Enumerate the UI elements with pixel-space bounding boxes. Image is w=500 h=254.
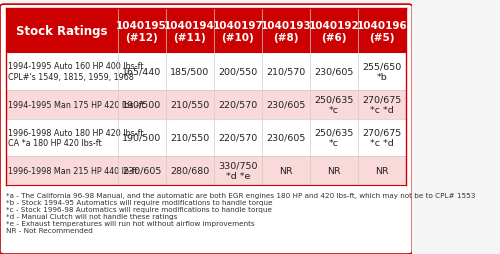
Text: *e - Exhaust temperatures will run hot without airflow improvements: *e - Exhaust temperatures will run hot w… [6, 220, 255, 226]
Text: 250/635
*c: 250/635 *c [314, 95, 354, 115]
Text: *b - Stock 1994-95 Automatics will require modifications to handle torque: *b - Stock 1994-95 Automatics will requi… [6, 199, 273, 205]
Text: 190/500: 190/500 [122, 100, 161, 109]
Text: NR: NR [327, 166, 341, 175]
Text: 250/635
*c: 250/635 *c [314, 128, 354, 148]
Text: 210/570: 210/570 [266, 67, 306, 76]
Text: 330/750
*d *e: 330/750 *d *e [218, 161, 258, 181]
Text: 210/550: 210/550 [170, 100, 209, 109]
Bar [6, 156, 406, 185]
Text: 1040194: 1040194 [164, 21, 215, 30]
Text: 1040197: 1040197 [212, 21, 263, 30]
Text: 230/605: 230/605 [314, 67, 354, 76]
Text: 200/550: 200/550 [218, 67, 258, 76]
Text: 280/680: 280/680 [170, 166, 209, 175]
Text: Stock Ratings: Stock Ratings [16, 25, 108, 38]
Text: NR - Not Recommended: NR - Not Recommended [6, 227, 93, 233]
Text: 1996-1998 Auto 180 HP 420 lbs-ft
CA *a 180 HP 420 lbs-ft: 1996-1998 Auto 180 HP 420 lbs-ft CA *a 1… [8, 128, 143, 148]
Text: 165/440: 165/440 [122, 67, 161, 76]
Text: (#6): (#6) [321, 33, 346, 42]
Text: 185/500: 185/500 [170, 67, 209, 76]
Text: 210/550: 210/550 [170, 133, 209, 142]
Text: 230/605: 230/605 [266, 100, 306, 109]
Text: 220/570: 220/570 [218, 133, 258, 142]
Text: 255/650
*b: 255/650 *b [362, 62, 402, 82]
Text: (#5): (#5) [370, 33, 395, 42]
Text: 1040196: 1040196 [356, 21, 408, 30]
Text: 220/570: 220/570 [218, 100, 258, 109]
Text: 1994-1995 Auto 160 HP 400 lbs-ft
CPL#'s 1549, 1815, 1959, 1968: 1994-1995 Auto 160 HP 400 lbs-ft CPL#'s … [8, 62, 143, 82]
Text: NR: NR [376, 166, 389, 175]
Bar [6, 119, 406, 156]
Text: 1040193: 1040193 [260, 21, 311, 30]
Bar [6, 90, 406, 119]
Text: *d - Manual Clutch will not handle these ratings: *d - Manual Clutch will not handle these… [6, 213, 178, 219]
Text: 1996-1998 Man 215 HP 440 lb-ft: 1996-1998 Man 215 HP 440 lb-ft [8, 166, 138, 175]
Bar [6, 53, 406, 90]
Text: 230/605: 230/605 [122, 166, 161, 175]
Text: 1040195: 1040195 [116, 21, 167, 30]
Text: 1994-1995 Man 175 HP 420 lbs.-ft: 1994-1995 Man 175 HP 420 lbs.-ft [8, 100, 145, 109]
Text: (#8): (#8) [273, 33, 298, 42]
Text: *a - The California 96-98 Manual, and the automatic are both EGR engines 180 HP : *a - The California 96-98 Manual, and th… [6, 192, 476, 198]
Text: 230/605: 230/605 [266, 133, 306, 142]
Text: NR: NR [279, 166, 292, 175]
FancyBboxPatch shape [0, 5, 412, 254]
Text: (#10): (#10) [222, 33, 254, 42]
Bar [6, 9, 406, 53]
Text: 270/675
*c *d: 270/675 *c *d [362, 128, 402, 148]
Text: 190/500: 190/500 [122, 133, 161, 142]
Text: 270/675
*c *d: 270/675 *c *d [362, 95, 402, 115]
Text: *c - Stock 1996-98 Automatics will require modifications to handle torque: *c - Stock 1996-98 Automatics will requi… [6, 206, 272, 212]
Text: 1040192: 1040192 [308, 21, 360, 30]
Text: (#11): (#11) [174, 33, 206, 42]
Text: (#12): (#12) [125, 33, 158, 42]
